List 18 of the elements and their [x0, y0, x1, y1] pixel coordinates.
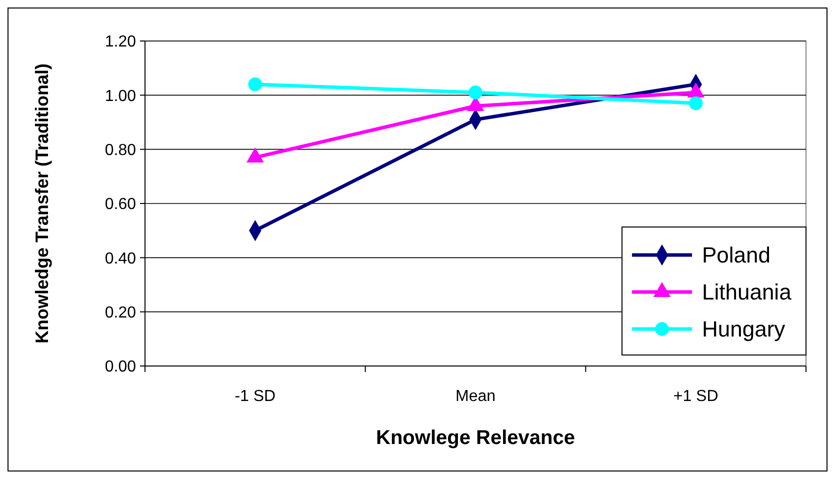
legend-label: Hungary: [702, 316, 786, 342]
legend-label: Poland: [702, 242, 771, 268]
y-tick-label: 1.00: [104, 88, 136, 105]
point: [688, 96, 703, 110]
y-tick-label: 0.80: [104, 142, 136, 159]
x-tick-label: +1 SD: [673, 388, 718, 405]
legend-label: Lithuania: [702, 280, 792, 305]
x-tick-label: Mean: [455, 388, 496, 405]
y-tick-label: 1.20: [104, 34, 136, 51]
y-tick-label: 0.00: [104, 358, 136, 376]
point: [248, 77, 262, 92]
point: [468, 86, 482, 100]
x-axis-title: Knowlege Relevance: [376, 427, 575, 449]
y-axis-title: Knowledge Transfer (Traditional): [32, 63, 52, 344]
x-tick-label: -1 SD: [234, 388, 276, 405]
y-tick-label: 0.40: [104, 250, 136, 268]
y-tick-label: 0.60: [104, 196, 136, 214]
y-tick-label: 0.20: [104, 304, 136, 322]
